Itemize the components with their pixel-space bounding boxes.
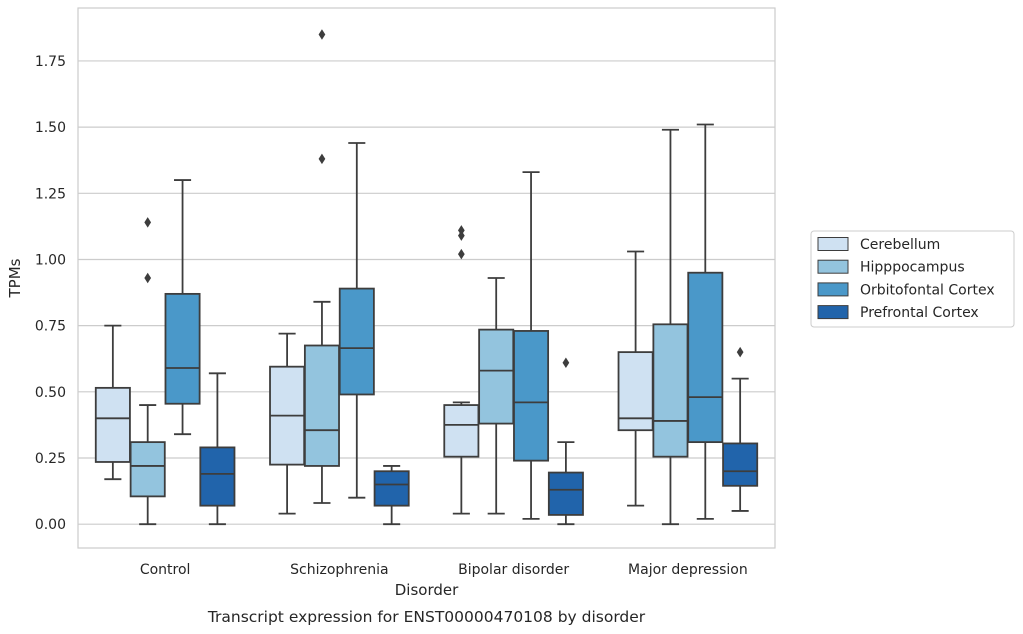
- series-orbitofontal-cortex: [164, 123, 724, 520]
- x-tick-labels: Control Schizophrenia Bipolar disorder Majo…: [140, 562, 748, 578]
- y-axis-title: TPMs: [6, 258, 24, 298]
- box-item: [129, 217, 166, 526]
- box-item: [443, 225, 480, 515]
- box-item: [687, 123, 724, 520]
- plot-frame: [77, 7, 776, 549]
- x-tick-label: Schizophrenia: [290, 562, 388, 578]
- box-rect: [303, 344, 340, 467]
- legend-swatch: [817, 282, 849, 297]
- legend-swatch: [817, 237, 849, 251]
- legend-swatch: [817, 259, 849, 274]
- box-item: [164, 179, 201, 436]
- box-rect: [199, 446, 236, 507]
- legend: Cerebellum Hipppocampus Orbitofontal Corte…: [810, 230, 1015, 328]
- outlier-point: [457, 230, 465, 241]
- plot-area: [77, 7, 776, 549]
- outlier-point: [562, 357, 570, 368]
- box-item: [94, 324, 131, 481]
- box-rect: [94, 386, 131, 463]
- box-item: [373, 465, 410, 526]
- box-rect: [617, 351, 654, 432]
- y-tick-label: 1.50: [35, 120, 66, 136]
- x-tick-label: Bipolar disorder: [458, 562, 569, 578]
- box-item: [269, 332, 306, 515]
- y-tick-labels: 0.00 0.25 0.50 0.75 1.00 1.25 1.50 1.75: [35, 54, 66, 533]
- box-item: [199, 372, 236, 526]
- box-rect: [722, 442, 759, 487]
- y-tick-label: 0.75: [35, 319, 66, 335]
- y-tick-label: 0.00: [35, 517, 66, 533]
- outlier-point: [144, 217, 152, 228]
- box-rect: [687, 271, 724, 444]
- box-rect: [478, 328, 515, 425]
- box-rect: [129, 441, 166, 498]
- outlier-point: [144, 272, 152, 284]
- box-item: [303, 29, 340, 504]
- box-rect: [513, 330, 550, 462]
- outlier-point: [457, 225, 465, 236]
- series-prefrontal-cortex: [199, 346, 759, 526]
- chart-caption: Transcript expression for ENST0000047010…: [207, 608, 646, 626]
- x-axis-title: Disorder: [395, 581, 459, 599]
- legend-label: Orbitofontal Cortex: [860, 282, 995, 298]
- box-rect: [652, 323, 689, 458]
- legend-swatch: [817, 305, 849, 320]
- box-rect: [338, 287, 375, 396]
- y-tick-label: 0.50: [35, 385, 66, 401]
- x-tick-label: Major depression: [628, 562, 748, 578]
- legend-frame: [810, 230, 1015, 328]
- box-item: [478, 277, 515, 515]
- y-tick-label: 0.25: [35, 451, 66, 467]
- series-hipppocampus: [129, 29, 689, 526]
- outlier-point: [457, 248, 465, 260]
- box-item: [722, 346, 759, 512]
- box-rect: [547, 471, 584, 516]
- legend-label: Prefrontal Cortex: [860, 305, 979, 321]
- legend-label: Hipppocampus: [860, 260, 965, 276]
- box-item: [652, 128, 689, 526]
- y-tick-label: 1.25: [35, 186, 66, 202]
- series-cerebellum: [94, 225, 654, 515]
- box-item: [617, 250, 654, 507]
- box-item: [338, 142, 375, 499]
- box-item: [547, 357, 584, 526]
- outlier-point: [736, 346, 744, 358]
- outlier-point: [318, 153, 326, 165]
- legend-label: Cerebellum: [860, 237, 940, 253]
- y-tick-label: 1.00: [35, 252, 66, 268]
- box-rect: [443, 404, 480, 458]
- x-tick-label: Control: [140, 562, 191, 578]
- y-tick-label: 1.75: [35, 54, 66, 70]
- box-series-group: [94, 29, 759, 526]
- box-item: [513, 171, 550, 520]
- box-rect: [373, 470, 410, 507]
- box-rect: [164, 292, 201, 405]
- outlier-point: [318, 29, 326, 40]
